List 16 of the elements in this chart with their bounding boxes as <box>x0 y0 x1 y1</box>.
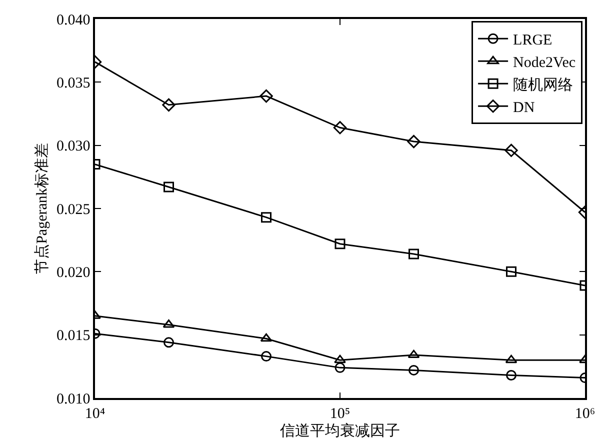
legend-label: Node2Vec <box>513 54 576 71</box>
y-tick-label: 0.035 <box>56 75 90 92</box>
legend-label: 随机网络 <box>513 76 574 94</box>
y-tick-label: 0.010 <box>56 391 90 408</box>
x-axis-title: 信道平均衰减因子 <box>280 422 400 440</box>
y-tick-label: 0.020 <box>56 264 90 281</box>
y-axis-title: 节点Pagerank标准差 <box>33 143 50 274</box>
x-tick-label: 10⁶ <box>574 406 596 422</box>
y-tick-label: 0.025 <box>56 202 90 218</box>
y-tick-label: 0.030 <box>56 138 90 155</box>
y-tick-label: 0.040 <box>56 12 90 28</box>
y-tick-label: 0.015 <box>56 328 90 344</box>
legend-label: DN <box>513 100 535 116</box>
legend-label: LRGE <box>513 32 552 48</box>
x-tick-label: 10⁵ <box>330 406 350 422</box>
x-tick-label: 10⁴ <box>84 406 106 422</box>
